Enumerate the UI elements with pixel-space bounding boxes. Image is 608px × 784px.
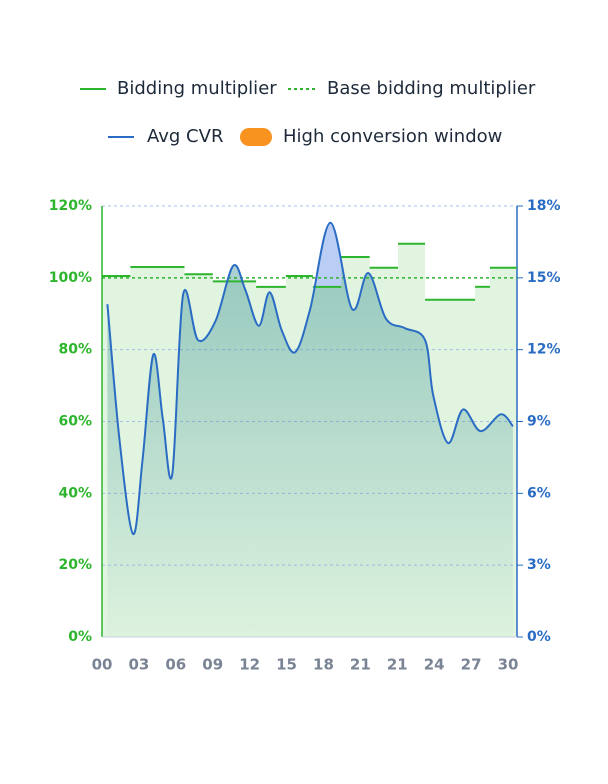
y2-tick-label: 15% xyxy=(527,270,561,286)
y-tick-label: 20% xyxy=(58,557,92,573)
legend-label: High conversion window xyxy=(283,126,502,147)
cvr-area xyxy=(107,222,513,637)
x-tick-label: 18 xyxy=(313,656,334,674)
y2-tick-label: 0% xyxy=(527,629,551,645)
y-tick-label: 120% xyxy=(49,198,92,214)
x-tick-label: 09 xyxy=(202,656,223,674)
x-tick-label: 30 xyxy=(498,656,519,674)
x-tick-label: 00 xyxy=(92,656,113,674)
y-tick-label: 60% xyxy=(58,414,92,430)
x-tick-label: 27 xyxy=(461,656,482,674)
legend-swatch xyxy=(240,128,272,146)
x-tick-label: 21 xyxy=(350,656,371,674)
legend-label: Bidding multiplier xyxy=(117,78,277,99)
y2-tick-label: 12% xyxy=(527,342,561,358)
legend-label: Base bidding multiplier xyxy=(327,78,536,99)
y-tick-label: 80% xyxy=(58,342,92,358)
y-tick-label: 100% xyxy=(49,270,92,286)
legend: Bidding multiplier Base bidding multipli… xyxy=(80,78,536,147)
y2-tick-label: 3% xyxy=(527,557,551,573)
y-tick-label: 40% xyxy=(58,485,92,501)
x-tick-label: 06 xyxy=(165,656,186,674)
x-tick-label: 21 xyxy=(387,656,408,674)
x-tick-label: 24 xyxy=(424,656,445,674)
x-tick-label: 12 xyxy=(239,656,260,674)
y2-tick-label: 18% xyxy=(527,198,561,214)
y2-tick-label: 6% xyxy=(527,485,551,501)
high-conversion-window xyxy=(314,222,342,287)
legend-label: Avg CVR xyxy=(147,126,223,147)
x-tick-label: 15 xyxy=(276,656,297,674)
y-tick-label: 0% xyxy=(68,629,92,645)
x-tick-label: 03 xyxy=(128,656,149,674)
y2-tick-label: 9% xyxy=(527,414,551,430)
cvr-line xyxy=(106,221,514,536)
